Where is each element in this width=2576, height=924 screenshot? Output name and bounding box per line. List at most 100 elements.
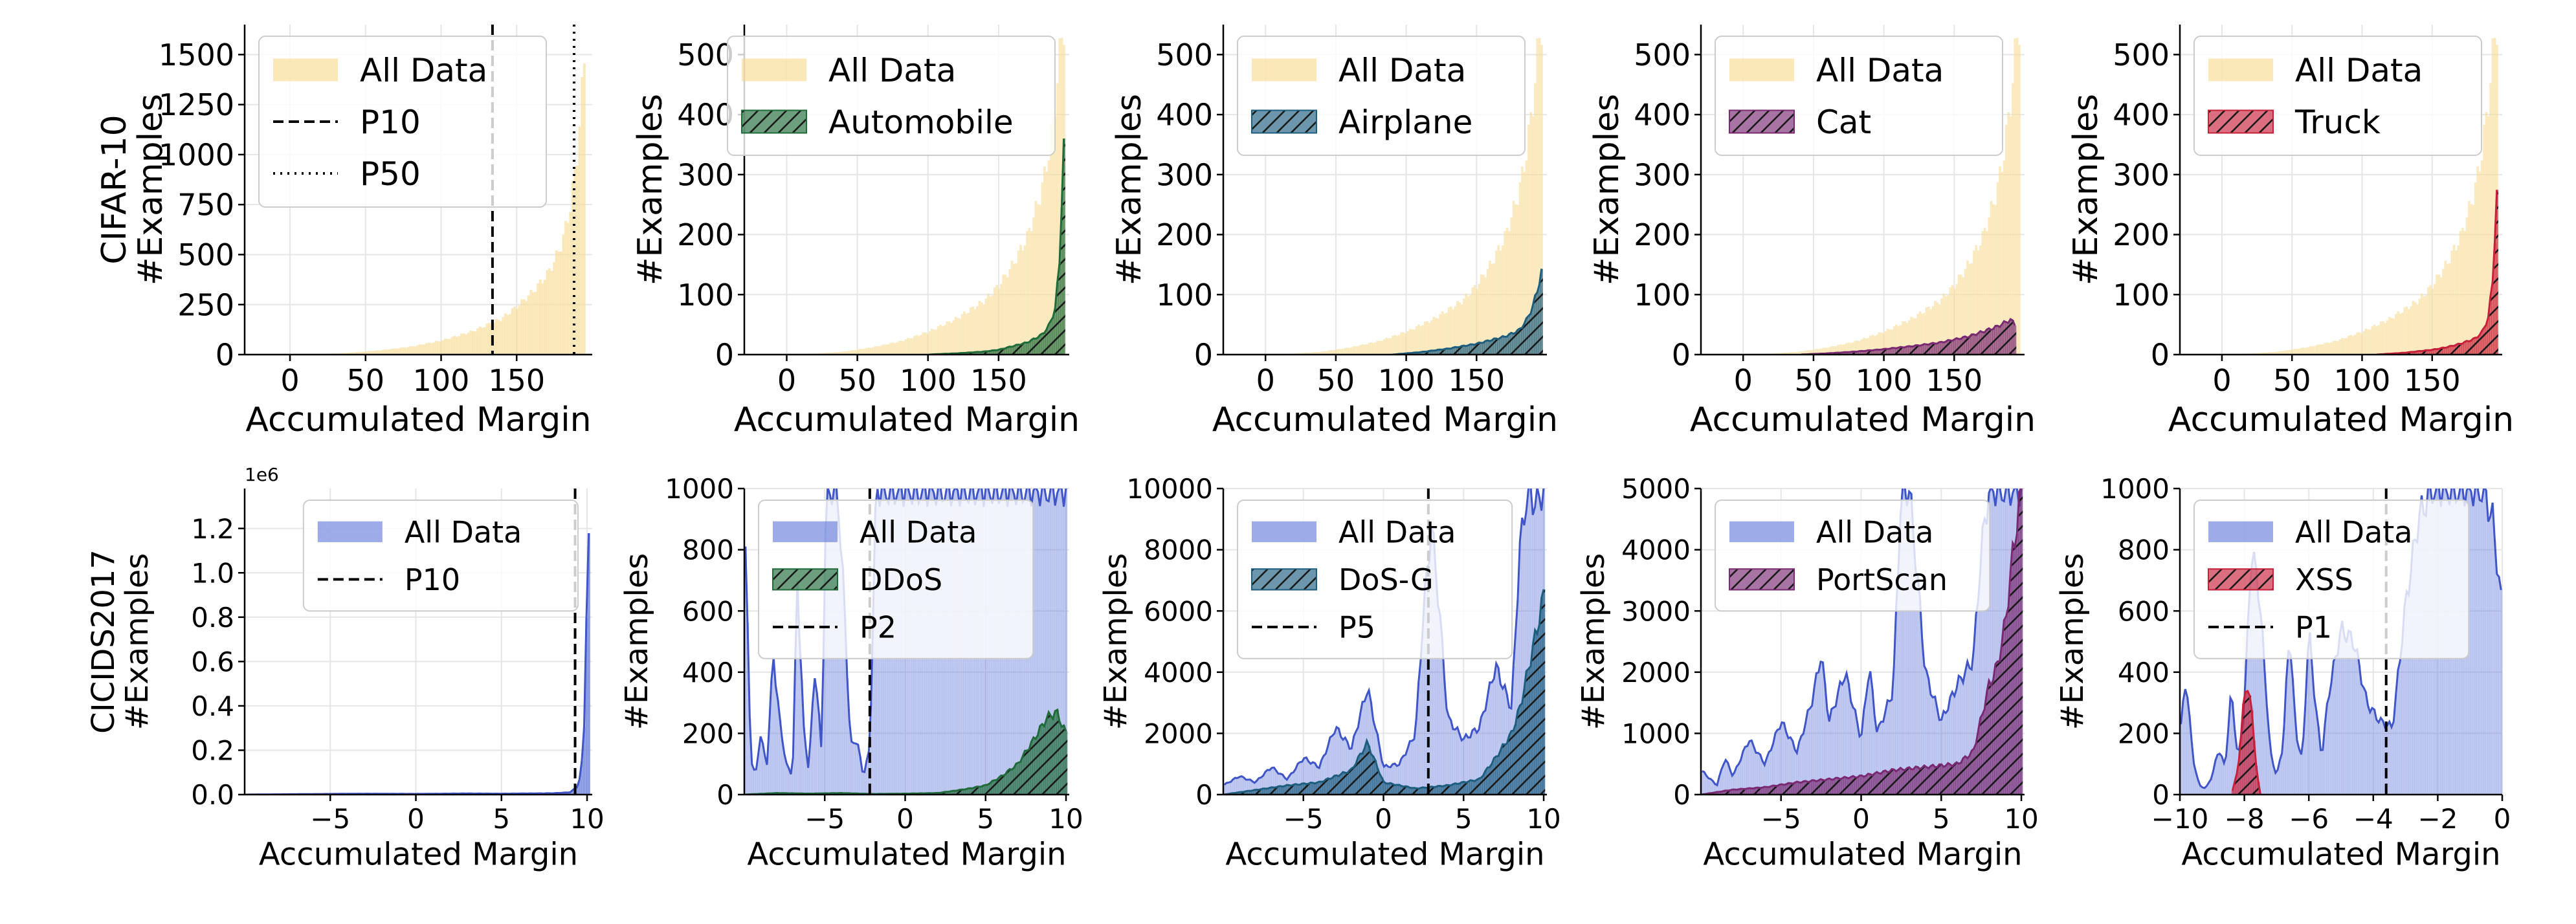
bar	[1873, 773, 1876, 795]
bar	[1521, 703, 1524, 795]
bar	[1912, 769, 1915, 795]
bar	[1970, 334, 1973, 355]
bar	[1041, 489, 1044, 795]
bar	[1964, 336, 1967, 355]
hist-outline	[1801, 318, 2016, 355]
bar	[1432, 350, 1436, 355]
bar	[1497, 756, 1500, 795]
bar	[1516, 710, 1520, 795]
bar	[1996, 325, 1999, 355]
bar	[1867, 350, 1870, 355]
y-tick-label: 500	[177, 237, 234, 272]
kde-line	[1223, 489, 1545, 786]
y-tick-label: 300	[1156, 157, 1213, 192]
bar	[1493, 338, 1496, 355]
legend-item: Automobile	[741, 104, 1014, 141]
bar	[1830, 779, 1833, 795]
bar	[1463, 346, 1465, 355]
y-tick-label: 300	[1634, 157, 1691, 192]
bar	[1962, 336, 1965, 355]
bar	[1056, 709, 1059, 795]
bar	[1305, 784, 1308, 795]
bar	[1540, 269, 1543, 355]
bar	[997, 349, 1001, 355]
bar	[1480, 342, 1483, 355]
x-tick-label: 10	[2004, 803, 2038, 835]
bar	[1476, 344, 1478, 355]
bar	[1056, 282, 1059, 355]
bar	[2007, 322, 2010, 355]
bar	[1912, 346, 1915, 355]
bar	[1966, 337, 1969, 355]
bar	[1837, 778, 1839, 795]
series-all-data	[1266, 38, 1544, 355]
bar	[1815, 781, 1818, 795]
bar	[1271, 787, 1274, 795]
bar	[1441, 349, 1444, 355]
bar	[1925, 344, 1928, 355]
bar	[1873, 349, 1876, 355]
bar	[1392, 784, 1394, 795]
bar	[2012, 320, 2014, 355]
bar	[1510, 731, 1513, 795]
bar	[1282, 786, 1284, 795]
bar	[1413, 352, 1416, 355]
bar	[999, 775, 1003, 795]
bar	[1529, 666, 1533, 795]
bar	[1516, 329, 1520, 355]
legend-label: All Data	[360, 52, 487, 89]
legend-item: All Data	[273, 52, 487, 89]
bar	[1495, 338, 1498, 355]
legend-swatch	[2208, 568, 2274, 591]
x-tick-label: 50	[347, 363, 385, 398]
x-tick-label: 0	[1734, 363, 1753, 398]
bar	[952, 791, 955, 795]
bar	[1385, 783, 1388, 795]
bar	[1785, 784, 1788, 795]
bar	[2009, 571, 2012, 795]
bar	[1452, 347, 1455, 355]
x-tick-label: −6	[2289, 803, 2329, 835]
legend: All Data PortScan	[1715, 500, 1991, 612]
bar	[1256, 789, 1258, 795]
bar	[1979, 331, 1982, 355]
x-axis-label: Accumulated Margin	[245, 401, 591, 439]
subplot-1-2: −5 0 5 10 0 2000 4000 6000 8000 10000 Accumulated …	[1098, 473, 1561, 873]
y-tick-label: 100	[2113, 278, 2170, 313]
x-tick-label: 100	[2334, 363, 2391, 398]
bar	[1450, 785, 1452, 795]
bar	[1023, 342, 1027, 355]
y-tick-label: 500	[1156, 38, 1213, 72]
bar	[1458, 784, 1461, 795]
bar	[1828, 778, 1831, 795]
x-tick-label: 150	[1448, 363, 1505, 398]
bar	[1776, 786, 1779, 795]
legend-swatch	[1729, 58, 1794, 82]
bar	[1960, 763, 1962, 795]
bar	[1944, 342, 1948, 355]
bar	[1428, 351, 1431, 355]
bar	[2470, 340, 2473, 355]
bar	[1424, 351, 1427, 355]
bar	[1865, 775, 1868, 795]
bar	[1370, 754, 1373, 795]
bar	[1415, 352, 1418, 355]
bar	[1882, 771, 1885, 795]
bar	[1534, 630, 1537, 795]
bar	[1272, 787, 1276, 795]
x-tick-label: 0	[1852, 803, 1870, 835]
bar	[1850, 351, 1852, 355]
bar	[1374, 760, 1377, 795]
bar	[1379, 774, 1381, 795]
x-tick-label: 150	[488, 363, 545, 398]
bar	[2007, 606, 2010, 795]
legend-label: All Data	[1816, 514, 1933, 549]
bar	[1303, 783, 1306, 795]
bar	[1430, 350, 1433, 355]
subplot-0-4: 0 50 100 150 0 100 200 300 400 500 Accumulated Mar…	[2067, 25, 2514, 439]
bar	[1443, 786, 1446, 795]
bar	[2405, 352, 2408, 355]
bar	[1994, 664, 1997, 795]
bar	[1996, 489, 1999, 795]
subplot-1-3: −5 0 5 10 0 1000 2000 3000 4000 5000 Accumulated M…	[1575, 473, 2039, 873]
